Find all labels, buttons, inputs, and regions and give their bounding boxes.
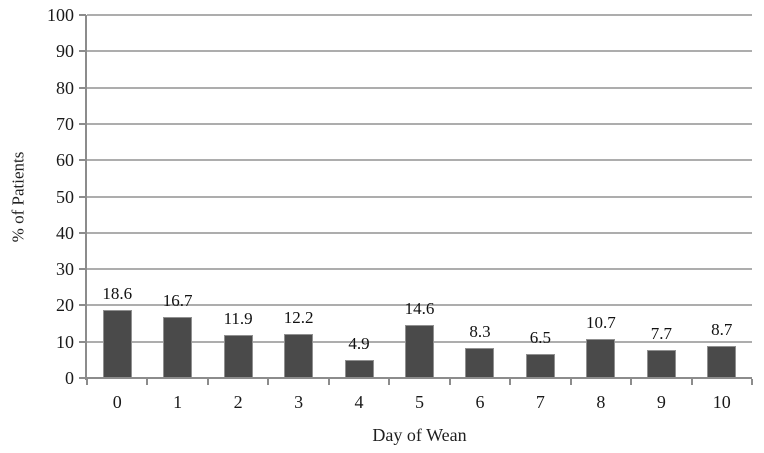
x-tick-label: 10 — [712, 392, 731, 412]
x-tick — [86, 379, 88, 385]
x-tick-label: 1 — [173, 392, 183, 412]
x-tick — [388, 379, 390, 385]
y-tick-label: 20 — [56, 295, 74, 316]
y-tick — [79, 231, 86, 234]
x-tick-label: 0 — [112, 392, 122, 412]
y-tick — [79, 377, 86, 379]
bar-value-label: 14.6 — [404, 299, 435, 318]
y-tick-label: 40 — [56, 222, 74, 243]
y-tick-label: 100 — [47, 5, 74, 25]
y-tick-label: 90 — [56, 41, 74, 62]
y-tick-label: 80 — [56, 77, 74, 98]
y-tick — [79, 159, 86, 162]
x-tick-label: 2 — [233, 392, 243, 412]
y-tick-label: 70 — [56, 113, 74, 134]
y-axis-line — [85, 15, 87, 380]
y-tick — [79, 195, 86, 198]
y-tick — [79, 268, 86, 271]
bar — [465, 347, 495, 378]
y-tick — [79, 50, 86, 53]
y-tick-label: 60 — [56, 150, 74, 171]
gridline — [87, 159, 752, 162]
bar — [223, 334, 253, 378]
bar — [284, 333, 314, 378]
gridline — [87, 14, 752, 16]
bar — [344, 360, 374, 378]
bar — [707, 346, 737, 378]
bar-value-label: 4.9 — [348, 334, 370, 354]
bar-value-label: 12.2 — [283, 307, 314, 327]
y-tick-label: 0 — [65, 368, 74, 388]
y-tick — [79, 122, 86, 125]
x-tick-label: 6 — [475, 392, 485, 412]
bar-value-label: 7.7 — [650, 324, 672, 344]
x-tick — [328, 379, 330, 385]
x-tick — [570, 379, 572, 385]
x-axis-title: Day of Wean — [372, 425, 467, 445]
bar-value-label: 8.3 — [469, 321, 491, 341]
gridline — [87, 86, 752, 89]
x-tick-label: 3 — [294, 392, 304, 412]
x-tick — [267, 379, 269, 385]
y-tick-label: 50 — [56, 186, 74, 207]
bar-value-label: 16.7 — [162, 291, 193, 311]
x-tick-label: 8 — [596, 392, 606, 412]
x-tick-label: 7 — [535, 392, 545, 412]
bar-value-label: 10.7 — [585, 313, 616, 333]
bar-value-label: 8.7 — [711, 320, 733, 340]
bar — [525, 354, 555, 378]
x-tick — [449, 379, 451, 385]
gridline — [87, 304, 752, 307]
x-tick — [751, 379, 753, 385]
x-axis-line — [85, 377, 752, 379]
x-tick — [630, 379, 632, 385]
y-tick-label: 30 — [56, 259, 74, 280]
y-tick — [79, 304, 86, 307]
y-tick — [79, 86, 86, 89]
bar — [405, 325, 434, 378]
bar-value-label: 18.6 — [102, 284, 133, 304]
bar — [586, 339, 616, 378]
bar — [163, 317, 193, 378]
x-tick-label: 4 — [354, 392, 364, 412]
x-tick-label: 5 — [415, 392, 424, 412]
gridline — [87, 122, 752, 125]
gridline — [87, 195, 752, 198]
x-tick — [691, 379, 693, 385]
y-tick — [79, 340, 86, 343]
bar-value-label: 11.9 — [223, 308, 253, 328]
gridline — [87, 231, 752, 234]
x-tick — [207, 379, 209, 385]
bar — [102, 310, 132, 378]
bar-value-label: 6.5 — [529, 328, 552, 348]
y-tick — [79, 14, 86, 16]
plot-area: 18.6 16.7 11.9 12.2 4.9 14.6 8.3 6.5 10.7 7.7 8.7 — [87, 14, 752, 378]
gridline — [87, 50, 752, 53]
gridline — [87, 268, 752, 271]
x-tick — [146, 379, 148, 385]
bar — [646, 350, 676, 378]
y-tick-label: 10 — [56, 331, 74, 352]
x-tick-label: 9 — [656, 392, 666, 412]
x-tick — [509, 379, 511, 385]
